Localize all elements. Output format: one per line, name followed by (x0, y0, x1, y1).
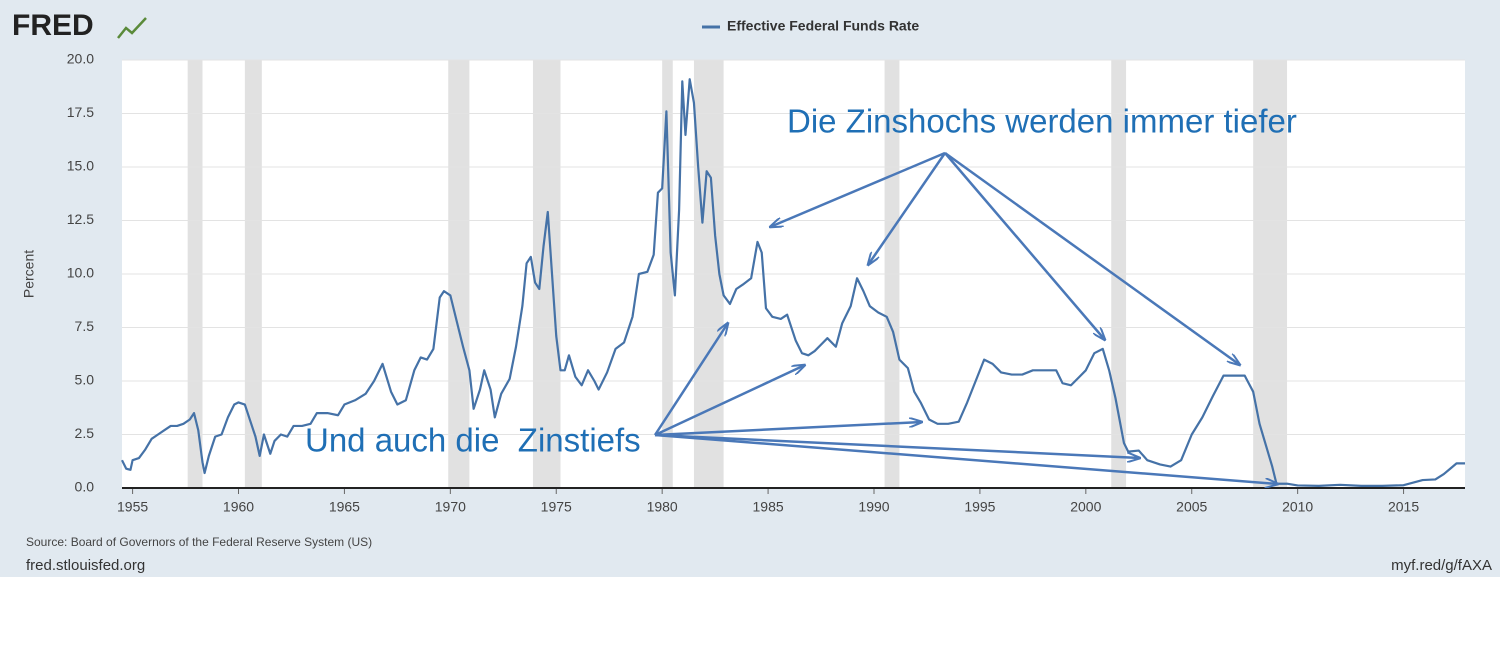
x-tick-label: 2000 (1070, 499, 1101, 515)
x-tick-label: 1965 (329, 499, 360, 515)
arrows (653, 151, 1278, 484)
arrow (944, 151, 1240, 365)
x-tick-label: 1955 (117, 499, 148, 515)
legend-label: Effective Federal Funds Rate (727, 18, 919, 34)
y-tick-label: 17.5 (67, 104, 94, 120)
y-tick-label: 20.0 (67, 51, 94, 67)
arrow (653, 323, 728, 436)
y-tick-label: 10.0 (67, 265, 94, 281)
x-tick-label: 1990 (858, 499, 889, 515)
x-tick-label: 1985 (753, 499, 784, 515)
y-axis-label: Percent (21, 250, 37, 298)
arrow (868, 152, 947, 265)
annotation: Und auch die Zinstiefs (305, 422, 641, 459)
logo-icon (117, 17, 147, 39)
footer-right: myf.red/g/fAXA (1391, 557, 1492, 574)
x-tick-label: 1995 (964, 499, 995, 515)
source: Source: Board of Governors of the Federa… (26, 535, 372, 549)
arrow (654, 422, 922, 437)
x-tick-label: 2005 (1176, 499, 1207, 515)
arrow (654, 433, 1278, 484)
x-tick-label: 2015 (1388, 499, 1419, 515)
y-tick-label: 5.0 (75, 372, 95, 388)
annotation: Die Zinshochs werden immer tiefer (787, 103, 1297, 140)
x-tick-label: 1975 (541, 499, 572, 515)
footer-left: fred.stlouisfed.org (26, 557, 145, 574)
arrow (770, 151, 946, 227)
y-tick-label: 7.5 (75, 318, 95, 334)
y-tick-label: 0.0 (75, 479, 95, 495)
x-tick-label: 1960 (223, 499, 254, 515)
y-tick-label: 12.5 (67, 211, 94, 227)
logo: FRED (12, 9, 94, 42)
series-line (121, 78, 1465, 487)
x-tick-label: 1980 (647, 499, 678, 515)
arrow (654, 433, 1140, 458)
y-tick-label: 15.0 (67, 158, 94, 174)
arrow (654, 365, 805, 437)
x-tick-label: 2010 (1282, 499, 1313, 515)
x-tick-label: 1970 (435, 499, 466, 515)
arrow (944, 152, 1105, 340)
y-tick-label: 2.5 (75, 425, 95, 441)
